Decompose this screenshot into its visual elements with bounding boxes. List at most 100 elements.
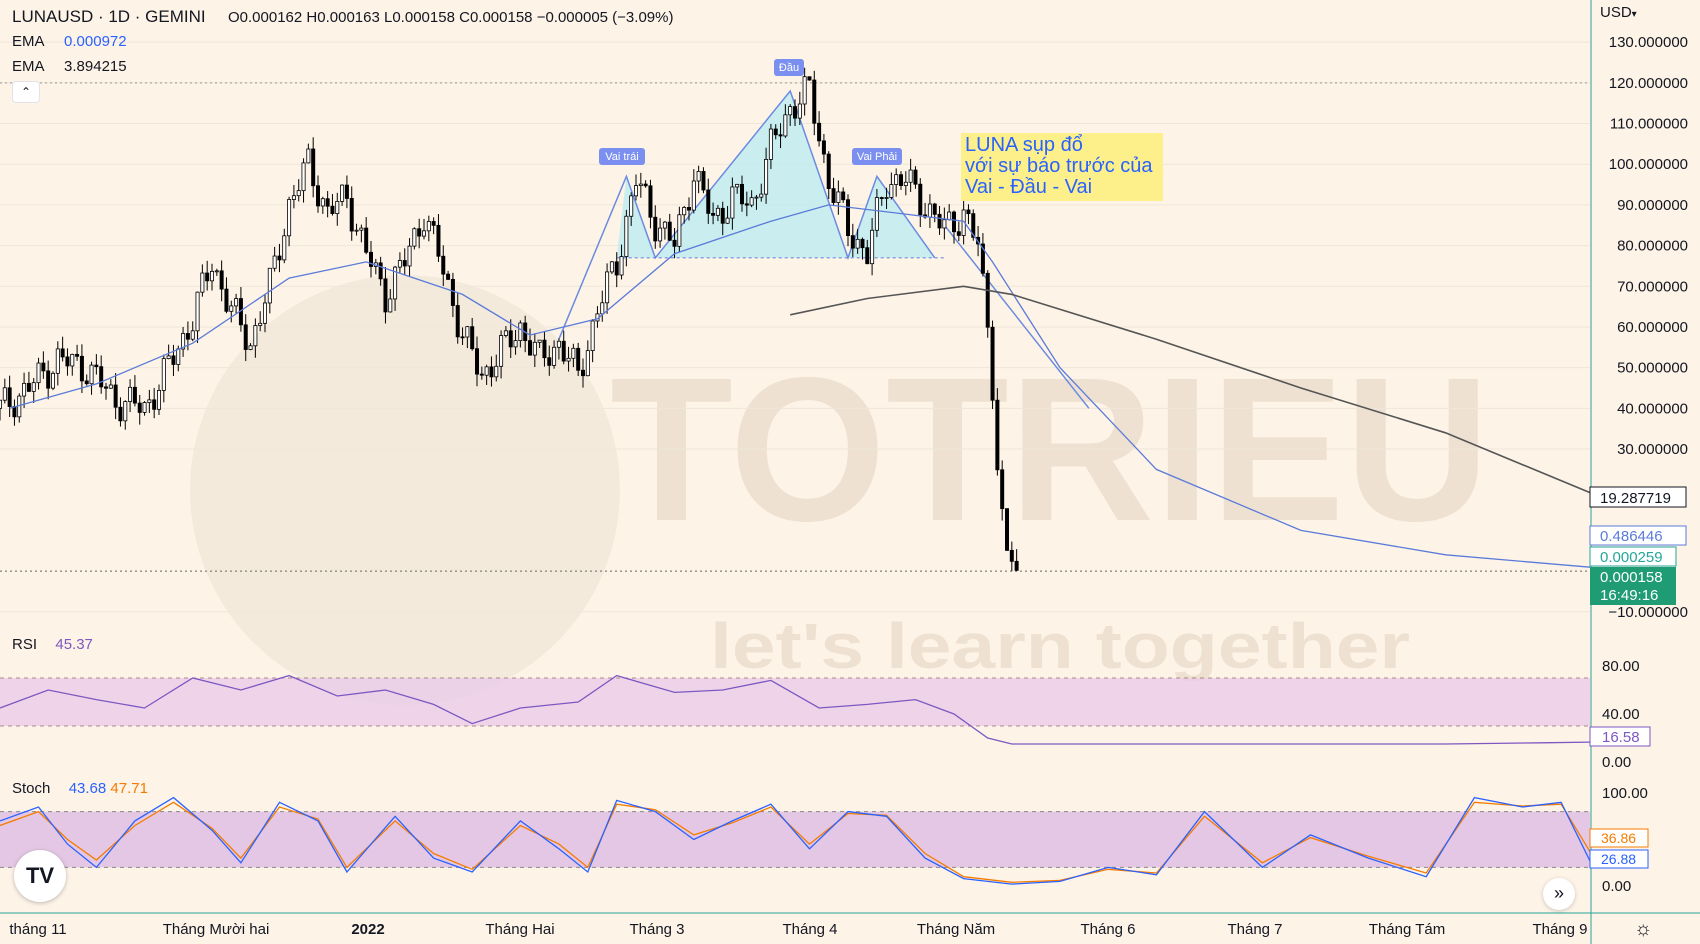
candle-body — [421, 230, 426, 237]
rsi-value: 45.37 — [55, 636, 93, 653]
legend-ema-2[interactable]: EMA 3.894215 — [12, 58, 127, 75]
pattern-fill — [616, 91, 935, 258]
candle-body — [479, 373, 484, 376]
candle-body — [855, 238, 860, 249]
candle-body — [744, 203, 749, 206]
badge-ema-short: 0.486446 — [1600, 528, 1663, 545]
candle-body — [489, 366, 494, 378]
candle-body — [831, 188, 836, 203]
candle-body — [412, 228, 417, 247]
candle-body — [60, 348, 65, 358]
label-left-shoulder: Vai trái — [605, 151, 638, 163]
candle-body — [359, 227, 364, 231]
scroll-right-icon[interactable]: » — [1543, 878, 1575, 910]
candle-body — [576, 347, 581, 371]
candle-body — [181, 333, 186, 350]
legend-rsi[interactable]: RSI 45.37 — [12, 636, 93, 653]
candle-body — [518, 322, 523, 341]
settings-gear-icon[interactable]: ☼ — [1634, 918, 1653, 940]
candle-body — [393, 266, 398, 300]
legend-ema-1[interactable]: EMA 0.000972 — [12, 33, 127, 50]
price-tick-label: 110.000000 — [1610, 116, 1688, 133]
annotation-line-2: với sự báo trước của — [965, 155, 1153, 177]
candle-body — [990, 326, 995, 401]
candle-body — [31, 382, 36, 392]
candle-body — [836, 191, 841, 203]
indicator-lines — [0, 674, 1591, 885]
candle-body — [634, 185, 639, 197]
candle-body — [407, 245, 412, 267]
collapse-legend-button[interactable]: ⌃ — [12, 81, 40, 103]
price-tick-label: 100.000000 — [1609, 156, 1688, 173]
candle-body — [335, 201, 340, 214]
stoch-tick-label: 100.00 — [1602, 785, 1648, 802]
candle-body — [932, 203, 937, 215]
candle-body — [730, 186, 735, 219]
candle-body — [214, 270, 219, 273]
annotation-line-1: LUNA sụp đổ — [965, 134, 1083, 156]
candle-body — [200, 272, 205, 293]
candle-body — [22, 382, 27, 397]
candle-body — [248, 345, 253, 350]
stoch-band-fill — [0, 811, 1590, 868]
candle-body — [368, 251, 373, 267]
candle-body — [301, 162, 306, 192]
candle-body — [826, 153, 831, 189]
candle-body — [267, 267, 272, 304]
label-right-shoulder: Vai Phải — [857, 151, 897, 163]
candle-body — [942, 219, 947, 229]
candle-body — [234, 298, 239, 307]
candle-body — [585, 350, 590, 377]
rsi-tick-label: 0.00 — [1602, 754, 1631, 771]
candle-body — [884, 197, 889, 199]
ohlc-c-label: C — [459, 9, 470, 26]
candle-body — [759, 193, 764, 198]
price-tick-label: 120.000000 — [1609, 75, 1688, 92]
candle-body — [846, 199, 851, 237]
candle-body — [802, 76, 807, 105]
breakdown-trendline — [943, 224, 1090, 409]
candle-body — [768, 128, 773, 160]
candle-body — [725, 217, 730, 224]
candle-body — [532, 341, 537, 356]
candle-body — [715, 207, 720, 216]
ohlc-h-label: H — [306, 9, 318, 26]
candle-body — [556, 340, 561, 348]
candle-body — [740, 183, 745, 205]
stoch-tick-label: 0.00 — [1602, 878, 1631, 895]
tradingview-logo-icon[interactable]: TV — [14, 850, 66, 902]
currency-selector[interactable]: USD▾ — [1600, 4, 1637, 21]
rsi-overbought-oversold-band — [0, 677, 1590, 727]
candle-body — [156, 390, 161, 410]
candle-body — [364, 227, 369, 253]
candle-body — [388, 298, 393, 313]
candle-body — [807, 76, 812, 81]
price-tick-label: 60.000000 — [1617, 319, 1688, 336]
candle-body — [166, 355, 171, 360]
candle-body — [190, 330, 195, 340]
candle-body — [132, 386, 137, 404]
candle-body — [1000, 469, 1005, 510]
candle-body — [658, 227, 663, 242]
candle-body — [629, 195, 634, 217]
legend-symbol[interactable]: LUNAUSD · 1D · GEMINI O0.000162 H0.00016… — [12, 7, 673, 27]
candle-body — [315, 185, 320, 207]
candle-body — [889, 184, 894, 198]
legend-stoch[interactable]: Stoch 43.68 47.71 — [12, 780, 148, 797]
time-tick-label: Tháng 6 — [1080, 921, 1135, 938]
annotation-note[interactable]: LUNA sụp đổ với sự báo trước của Vai - Đ… — [961, 133, 1163, 201]
price-tick-label: −10.000000 — [1608, 604, 1688, 621]
candle-body — [812, 79, 817, 124]
candle-body — [1005, 508, 1010, 551]
candle-body — [79, 355, 84, 382]
candle-body — [749, 197, 754, 206]
candle-body — [662, 221, 667, 229]
price-tick-label: 80.000000 — [1617, 238, 1688, 255]
candle-body — [26, 382, 31, 392]
candle-body — [436, 224, 441, 257]
rsi-tick-label: 80.00 — [1602, 658, 1640, 675]
candle-body — [672, 239, 677, 247]
time-tick-label: Tháng 3 — [629, 921, 684, 938]
ohlc-h-value: 0.000163 — [317, 9, 380, 26]
candle-body — [701, 171, 706, 191]
